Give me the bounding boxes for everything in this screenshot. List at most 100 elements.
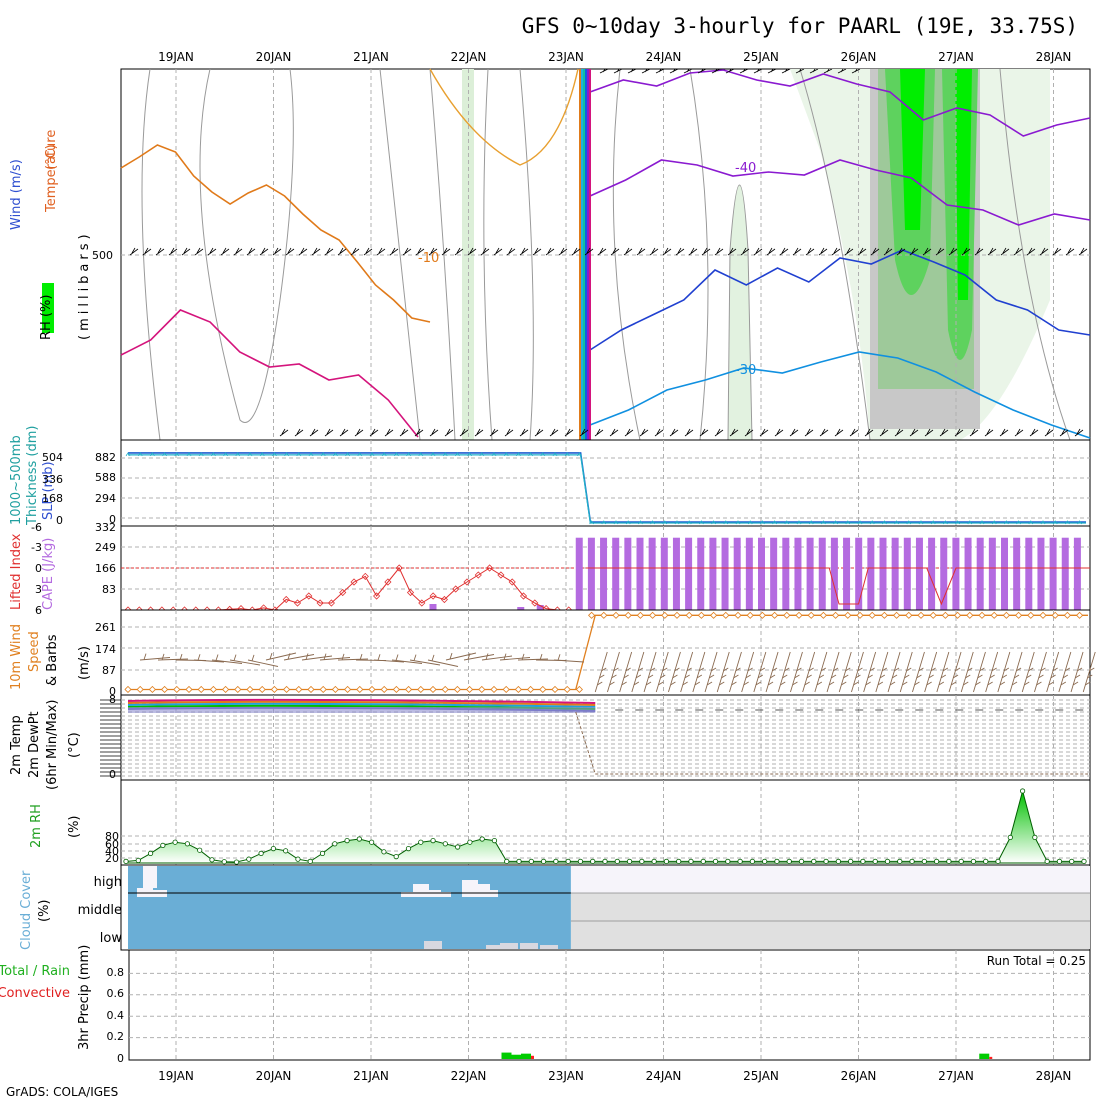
thick-tick-168: 168 bbox=[42, 492, 63, 505]
top-date-label: 28JAN bbox=[1036, 50, 1072, 64]
cape-bar bbox=[745, 537, 753, 610]
li-marker bbox=[293, 599, 302, 607]
li-tick-0: 0 bbox=[35, 562, 42, 575]
temp-tick-top: 8 bbox=[109, 693, 116, 706]
wind-speed-marker bbox=[502, 685, 510, 694]
wind-barb bbox=[599, 68, 609, 74]
thickness-marker bbox=[918, 520, 924, 525]
rh-point bbox=[393, 853, 399, 860]
rh-point bbox=[172, 839, 178, 845]
rh-point bbox=[160, 842, 166, 849]
rh-point bbox=[1081, 858, 1087, 865]
li-marker bbox=[429, 592, 437, 600]
wind-barb bbox=[954, 428, 964, 437]
rh-point bbox=[332, 841, 338, 847]
lifted-index-axis-label: Lifted Index bbox=[9, 533, 24, 610]
cloud-high-gap bbox=[462, 880, 478, 897]
wind-barb bbox=[441, 247, 451, 256]
wind-barb bbox=[864, 428, 874, 437]
cape-bar bbox=[915, 537, 923, 610]
thickness-marker bbox=[333, 452, 338, 457]
wind10m-barb bbox=[391, 654, 423, 664]
bottom-date-label: 19JAN bbox=[158, 1069, 194, 1083]
bottom-date-label: 20JAN bbox=[256, 1069, 292, 1083]
wind10m-barb bbox=[409, 654, 441, 666]
wind10m-barb bbox=[229, 654, 261, 666]
thickness-marker bbox=[174, 452, 180, 457]
wind-speed-marker bbox=[917, 611, 925, 619]
wind-speed-marker bbox=[710, 611, 718, 619]
rh-point bbox=[516, 858, 522, 865]
wind-barb bbox=[729, 428, 739, 437]
wind-barb bbox=[324, 247, 334, 256]
contour-orange-upper bbox=[429, 68, 579, 166]
wind-speed-marker bbox=[661, 611, 669, 619]
cloud-low-bar bbox=[500, 943, 518, 949]
wind10m-barb bbox=[139, 653, 171, 661]
wind-barb bbox=[624, 428, 634, 437]
wind-speed-marker bbox=[417, 685, 425, 694]
bottom-date-label: 26JAN bbox=[841, 1069, 877, 1083]
wind-barb bbox=[851, 68, 861, 74]
thickness-marker bbox=[381, 452, 387, 457]
rh2m-axis-label: 2m RH bbox=[29, 804, 44, 848]
wind10m-speed-label: Speed bbox=[27, 631, 42, 672]
wind-barb bbox=[809, 68, 819, 74]
thickness-marker bbox=[772, 520, 777, 525]
thickness-marker bbox=[1016, 520, 1021, 525]
wind10m-barb bbox=[863, 651, 877, 693]
rh-point bbox=[184, 841, 191, 847]
wind-speed-marker bbox=[978, 611, 986, 619]
li-marker bbox=[508, 578, 516, 586]
wind-speed-marker bbox=[539, 685, 547, 694]
rh-point bbox=[958, 858, 964, 865]
precip-convective-bar bbox=[989, 1056, 993, 1059]
cape-bar bbox=[891, 537, 899, 610]
wind-barb bbox=[571, 247, 581, 256]
thickness-marker bbox=[796, 520, 802, 525]
wind-barb bbox=[519, 428, 529, 437]
wind-barb bbox=[549, 428, 559, 437]
wind-speed-marker bbox=[270, 685, 278, 694]
wind-barb bbox=[636, 247, 646, 256]
precip-total-bar bbox=[521, 1053, 531, 1059]
cape-tick-249: 249 bbox=[95, 541, 116, 554]
cape-bar bbox=[600, 537, 608, 610]
cape-bar bbox=[648, 537, 656, 610]
thickness-marker bbox=[552, 452, 558, 457]
wind-speed-marker bbox=[624, 611, 632, 619]
wind10m-barb bbox=[1082, 651, 1096, 693]
wind-barb bbox=[1065, 247, 1075, 256]
wind-barb bbox=[819, 428, 829, 437]
contour-label-minus40: -40 bbox=[735, 161, 756, 176]
wind-barb bbox=[519, 247, 529, 256]
rh-point bbox=[786, 858, 792, 865]
thickness-marker bbox=[930, 520, 936, 525]
cape-tick-166: 166 bbox=[95, 562, 116, 575]
li-tick-3: 3 bbox=[35, 583, 42, 596]
bottom-date-label: 23JAN bbox=[548, 1069, 584, 1083]
rh-point bbox=[197, 847, 203, 853]
wind-barb bbox=[233, 247, 243, 256]
wind-barb bbox=[444, 428, 454, 437]
rh-point bbox=[762, 858, 768, 865]
wind-barb bbox=[837, 68, 847, 74]
rh-2m-panel: 2m RH (%) 80 60 40 20 bbox=[29, 779, 1091, 866]
cloud-high-band bbox=[570, 866, 1090, 893]
wind-speed-marker bbox=[173, 685, 181, 694]
wind-speed-marker bbox=[490, 685, 498, 694]
cloud-high-gap bbox=[441, 892, 451, 897]
wind-speed-marker bbox=[222, 685, 230, 694]
wind-barb bbox=[753, 68, 763, 74]
rh-legend-swatch bbox=[42, 283, 54, 333]
rh-point bbox=[712, 858, 719, 865]
wind-barb bbox=[823, 68, 833, 74]
thickness-marker bbox=[784, 520, 790, 525]
wind-barb bbox=[402, 247, 412, 256]
wind-speed-marker bbox=[941, 611, 949, 619]
wind-barb bbox=[363, 247, 373, 256]
contour-wall bbox=[589, 69, 591, 440]
wind-barb bbox=[699, 428, 709, 437]
li-marker bbox=[486, 564, 494, 572]
top-date-label: 19JAN bbox=[158, 50, 194, 64]
